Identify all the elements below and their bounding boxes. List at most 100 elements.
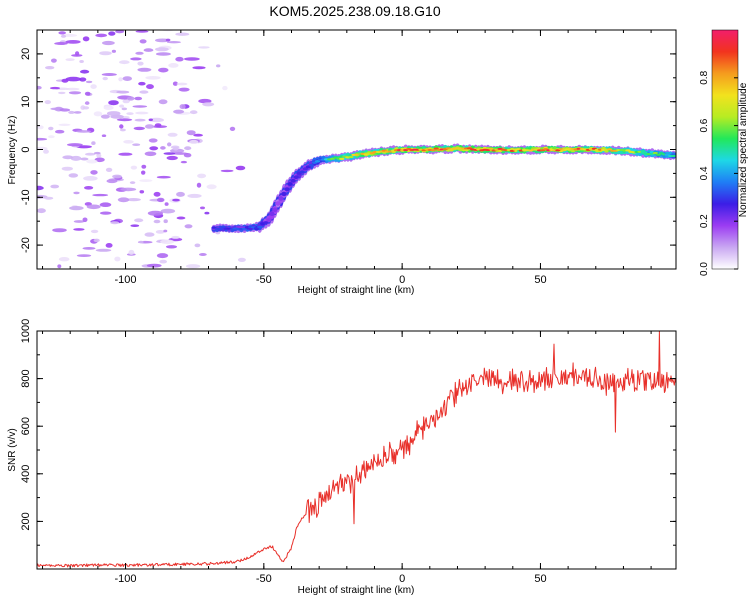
noise-speckle	[159, 259, 167, 264]
noise-speckle	[163, 219, 168, 224]
y-tick-label: 600	[20, 417, 32, 435]
noise-speckle	[102, 76, 108, 81]
y-tick-label: 400	[20, 465, 32, 483]
noise-speckle	[200, 206, 205, 210]
x-tick-label: 0	[399, 573, 405, 585]
noise-speckle	[139, 39, 147, 44]
noise-speckle	[126, 198, 141, 202]
ridge-point	[272, 207, 278, 212]
noise-speckle	[93, 111, 103, 117]
noise-speckle	[99, 202, 112, 207]
noise-speckle	[45, 66, 55, 70]
noise-speckle	[166, 155, 178, 161]
noise-speckle	[237, 257, 246, 262]
ridge-point	[299, 170, 305, 174]
noise-speckle	[165, 38, 171, 42]
noise-speckle	[175, 32, 190, 36]
noise-speckle	[37, 125, 44, 130]
noise-speckle	[90, 84, 97, 89]
noise-speckle	[114, 256, 121, 262]
noise-speckle	[139, 190, 145, 194]
noise-speckle	[48, 135, 55, 139]
noise-speckle	[108, 31, 116, 36]
noise-speckle	[118, 152, 133, 156]
y-tick-label: -20	[20, 237, 32, 253]
noise-speckle	[106, 111, 121, 116]
noise-speckle	[132, 105, 148, 108]
noise-speckle	[158, 99, 168, 105]
ridge-point	[257, 225, 263, 229]
noise-speckle	[92, 193, 109, 197]
noise-speckle	[160, 146, 166, 150]
ridge-point	[263, 221, 269, 225]
ridge-point	[284, 187, 290, 192]
noise-speckle	[61, 166, 73, 171]
noise-speckle	[206, 184, 217, 190]
noise-speckle	[132, 143, 141, 146]
noise-speckle	[148, 118, 153, 122]
noise-speckle	[73, 191, 80, 195]
ridge-point	[287, 182, 293, 186]
ridge-point	[266, 218, 272, 222]
ridge-point	[488, 147, 494, 150]
noise-speckle	[130, 165, 138, 170]
spectrogram-ylabel: Frequency (Hz)	[7, 116, 18, 185]
noise-speckle	[82, 217, 88, 223]
ridge-point	[339, 157, 345, 160]
noise-speckle	[86, 204, 101, 210]
noise-speckle	[172, 198, 180, 202]
noise-speckle	[100, 114, 110, 119]
noise-speckle	[176, 216, 186, 220]
noise-speckle	[37, 185, 44, 191]
colorbar-gradient	[711, 29, 739, 270]
noise-speckle	[172, 81, 178, 86]
noise-speckle	[65, 58, 75, 61]
noise-speckle	[129, 181, 136, 185]
noise-speckle	[99, 211, 112, 215]
noise-speckle	[73, 220, 85, 223]
noise-speckle	[184, 57, 200, 61]
ridge-point	[430, 149, 436, 152]
noise-speckle	[145, 124, 154, 129]
noise-speckle	[204, 211, 210, 215]
noise-speckle	[105, 243, 113, 248]
noise-speckle	[91, 141, 96, 146]
y-tick-label: 0	[20, 146, 32, 152]
noise-speckle	[37, 137, 48, 141]
colorbar-tick-label: 0.6	[699, 118, 710, 132]
ridge-point	[670, 154, 676, 158]
noise-speckle	[119, 124, 124, 129]
noise-speckle	[149, 146, 159, 151]
spectrogram-xlabel: Height of straight line (km)	[298, 285, 415, 296]
x-tick-label: 0	[399, 274, 405, 286]
noise-speckle	[68, 110, 75, 114]
noise-speckle	[112, 174, 122, 179]
y-tick-label: 10	[20, 96, 32, 108]
noise-speckle	[122, 99, 130, 104]
ridge-point	[293, 175, 299, 179]
noise-speckle	[65, 40, 81, 44]
noise-speckle	[163, 229, 168, 233]
noise-speckle	[106, 179, 118, 184]
noise-speckle	[165, 245, 178, 249]
noise-speckle	[189, 139, 199, 144]
noise-speckle	[115, 30, 125, 34]
noise-speckle	[82, 106, 90, 110]
noise-speckle	[51, 58, 57, 63]
ridge-point	[652, 151, 658, 155]
noise-speckle	[61, 78, 69, 83]
noise-speckle	[123, 140, 134, 144]
noise-speckle	[146, 84, 154, 90]
noise-speckle	[76, 145, 92, 149]
noise-speckle	[180, 160, 187, 164]
ridge-point	[467, 147, 473, 150]
noise-speckle	[58, 123, 71, 127]
noise-speckle	[173, 109, 185, 114]
colorbar: 0.0 0.2 0.4 0.6 0.8 Normalized spectral ampl…	[699, 29, 749, 276]
x-tick-label: -50	[256, 573, 272, 585]
y-tick-label: -10	[20, 189, 32, 205]
noise-speckle	[68, 173, 79, 178]
noise-speckle	[83, 176, 98, 181]
noise-speckle	[229, 126, 236, 131]
